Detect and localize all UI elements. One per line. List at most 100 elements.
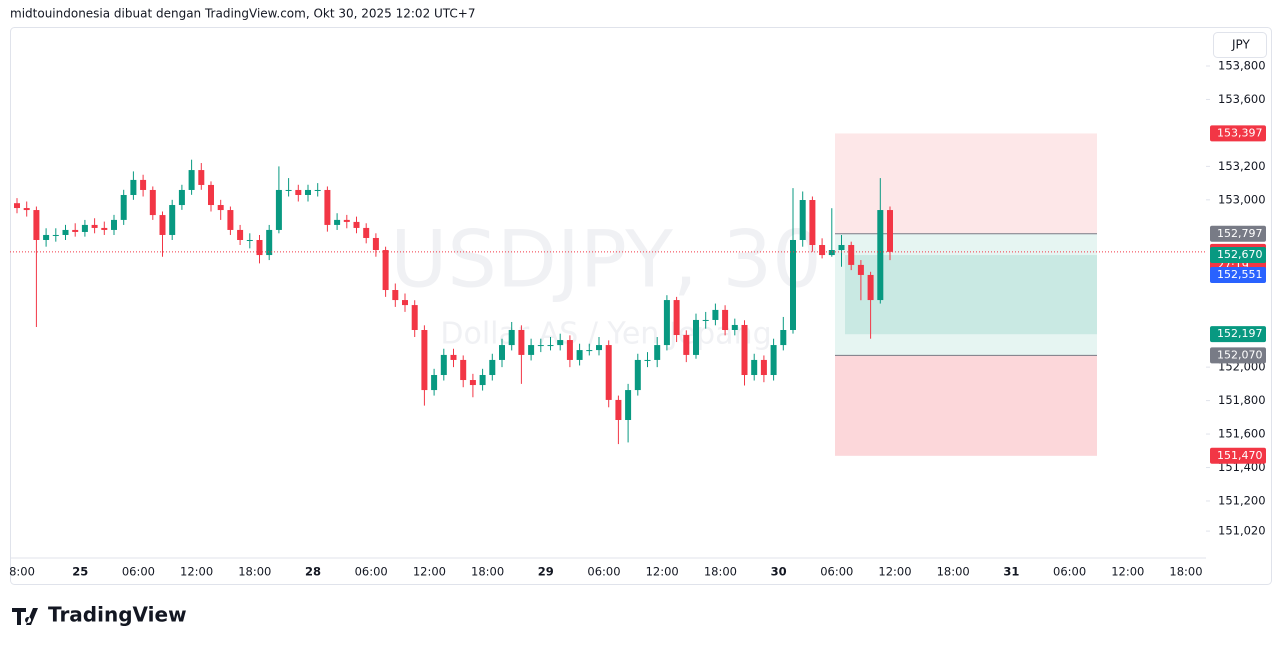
candle-body	[693, 319, 699, 355]
x-tick-label: 8:00	[9, 565, 35, 579]
candle-body	[586, 350, 593, 352]
candle-body	[460, 359, 467, 381]
candle-body	[178, 189, 185, 206]
candle-body	[382, 250, 389, 291]
candle-body	[809, 200, 816, 246]
candle-body	[169, 205, 176, 235]
y-tick-label: 153,200	[1218, 159, 1266, 173]
y-tick-label: 153,000	[1218, 192, 1266, 206]
x-tick-label: 18:00	[937, 565, 970, 579]
candle-body	[363, 227, 370, 238]
price-badge	[1210, 326, 1266, 343]
x-tick-label: 12:00	[1111, 565, 1144, 579]
target-fill	[845, 255, 1097, 335]
candle-body	[857, 264, 864, 275]
price-badge-label: 153,397	[1217, 126, 1263, 139]
candle-body	[712, 309, 719, 320]
x-tick-label: 12:00	[180, 565, 213, 579]
y-tick-label: 153,600	[1218, 92, 1266, 106]
price-badge	[1210, 266, 1266, 283]
x-tick-label: 30	[771, 565, 787, 579]
header: midtouindonesia dibuat dengan TradingVie…	[10, 7, 476, 21]
price-badge	[1210, 125, 1266, 142]
candle-body	[353, 221, 360, 228]
candle-body	[111, 219, 117, 230]
candle-body	[266, 229, 273, 256]
candle-body	[596, 345, 602, 351]
candle-body	[324, 189, 331, 225]
candle-body	[372, 237, 379, 251]
candle-body	[91, 224, 98, 228]
price-badge	[1210, 447, 1266, 464]
x-tick-label: 18:00	[704, 565, 737, 579]
candle-body	[576, 350, 583, 360]
x-tick-label: 25	[72, 565, 88, 579]
candle-body	[760, 359, 767, 376]
candle-body	[33, 210, 40, 240]
candle-body	[256, 239, 263, 256]
currency-label[interactable]: JPY	[1231, 38, 1251, 52]
candle-body	[43, 234, 50, 240]
candle-body	[120, 194, 127, 220]
candle-body	[101, 227, 108, 230]
candle-body	[828, 250, 835, 256]
x-tick-label: 06:00	[355, 565, 388, 579]
candle-body	[402, 300, 408, 306]
candle-body	[508, 329, 515, 346]
candle-body	[208, 184, 214, 206]
y-tick-label: 151,800	[1218, 393, 1266, 407]
candle-body	[469, 380, 476, 386]
candle-body	[644, 359, 651, 361]
candle-body	[518, 329, 525, 355]
candle-body	[528, 345, 535, 355]
x-tick-label: 06:00	[820, 565, 853, 579]
candle-body	[780, 329, 787, 346]
candle-body	[702, 319, 709, 321]
candle-body	[566, 340, 573, 360]
price-badge-label: 152,551	[1217, 268, 1263, 281]
x-tick-label: 06:00	[122, 565, 155, 579]
x-tick-label: 06:00	[587, 565, 620, 579]
x-tick-label: 12:00	[646, 565, 679, 579]
candle-body	[285, 189, 292, 191]
candle-body	[654, 345, 661, 360]
x-tick-label: 06:00	[1053, 565, 1086, 579]
candle-body	[392, 290, 399, 301]
candle-body	[547, 345, 554, 347]
stop-zone-lower	[835, 355, 1097, 456]
candle-body	[81, 224, 88, 232]
candle-body	[421, 329, 428, 391]
candle-body	[877, 210, 884, 301]
y-tick-label: 151,020	[1218, 524, 1266, 538]
candle-body	[314, 189, 321, 191]
candle-body	[431, 375, 438, 391]
candle-body	[634, 359, 641, 391]
candle-body	[237, 229, 244, 240]
candle-body	[411, 305, 418, 330]
x-tick-label: 18:00	[471, 565, 504, 579]
candle-body	[673, 300, 680, 336]
x-tick-label: 18:00	[238, 565, 271, 579]
candle-body	[615, 399, 622, 421]
candle-body	[23, 208, 30, 211]
x-tick-label: 31	[1003, 565, 1019, 579]
candle-body	[731, 324, 738, 330]
candle-body	[770, 345, 777, 376]
price-badge-label: 151,470	[1217, 449, 1263, 462]
candle-body	[149, 189, 156, 216]
candle-body	[450, 354, 457, 360]
candle-body	[537, 345, 544, 347]
logo-text: TradingView	[48, 603, 187, 627]
candle-body	[140, 179, 147, 190]
currency-button[interactable]	[1213, 32, 1267, 58]
candle-body	[130, 179, 137, 195]
candle-body	[489, 359, 496, 376]
candle-body	[72, 229, 79, 232]
stop-zone	[835, 133, 1097, 234]
x-tick-label: 29	[538, 565, 554, 579]
candle-body	[683, 335, 690, 355]
candle-body	[334, 219, 341, 225]
candle-body	[440, 354, 447, 376]
candle-body	[217, 205, 224, 211]
